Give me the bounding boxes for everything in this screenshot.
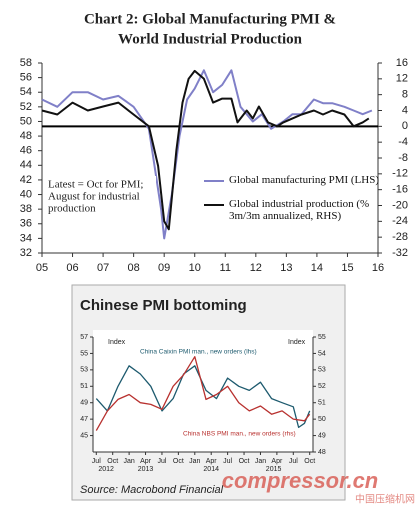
x-tick-label: 13 — [280, 262, 292, 274]
y-tick-label: 38 — [20, 203, 32, 215]
y2-tick-label: 54 — [318, 350, 326, 357]
y2-tick-label: 50 — [318, 416, 326, 423]
x-tick-label: 12 — [250, 262, 262, 274]
chart-title: World Industrial Production — [118, 31, 303, 47]
y-tick-label: 52 — [20, 101, 32, 113]
x-tick-label: Jan — [189, 458, 200, 465]
annotation: August for industrial — [48, 191, 140, 203]
series-line — [95, 356, 311, 431]
x-tick-label: 16 — [372, 262, 384, 274]
x-tick-label: Jan — [255, 458, 266, 465]
x-tick-label: 10 — [189, 262, 201, 274]
watermark: 中国压缩机网 — [355, 493, 415, 506]
y2-tick-label: 12 — [396, 73, 408, 85]
y2-tick-label: -12 — [392, 168, 408, 180]
y2-tick-label: -8 — [398, 152, 408, 164]
x-tick-label: Jul — [223, 458, 232, 465]
legend-label: Global industrial production (% 3m/3m an… — [229, 198, 370, 222]
y-tick-label: 34 — [20, 232, 32, 244]
y-tick-label: 42 — [20, 174, 32, 186]
y2-tick-label: 53 — [318, 367, 326, 374]
y2-tick-label: 49 — [318, 432, 326, 439]
y-tick-label: 46 — [20, 145, 32, 157]
x-tick-label: Apr — [140, 458, 152, 465]
chart-2: 45 47 49 51 53 55 57 48 49 50 51 52 53 54 55 Jul Oct Jan A… — [80, 334, 326, 473]
y2-tick-label: -4 — [398, 136, 408, 148]
x-tick-label: 07 — [97, 262, 109, 274]
y-tick-label: 55 — [80, 350, 88, 357]
y2-tick-label: -28 — [392, 231, 408, 243]
x-tick-label: Apr — [271, 458, 283, 465]
y2-tick-label: 55 — [318, 334, 326, 341]
y2-axis-label: Index — [288, 339, 306, 346]
y2-tick-label: 51 — [318, 400, 326, 407]
y-tick-label: 40 — [20, 188, 32, 200]
x-tick-label: Jul — [157, 458, 166, 465]
y2-tick-label: -24 — [392, 215, 408, 227]
x-tick-label: 09 — [158, 262, 170, 274]
x-tick-label: 14 — [311, 262, 323, 274]
y2-tick-label: 52 — [318, 383, 326, 390]
y-tick-label: 58 — [20, 57, 32, 69]
source: Source: Macrobond Financial — [80, 484, 224, 496]
chart-title: Chart 2: Global Manufacturing PMI & — [84, 11, 336, 27]
x-tick-label: Oct — [304, 458, 315, 465]
y-axis-label: Index — [108, 339, 126, 346]
watermark: compressor.cn — [222, 468, 379, 493]
series-line — [41, 69, 373, 240]
legend-label: Global manufacturing PMI (LHS) — [229, 174, 379, 186]
x-tick-label: Jan — [123, 458, 134, 465]
x-year-label: 2014 — [203, 466, 219, 473]
x-year-label: 2012 — [98, 466, 114, 473]
series-line — [41, 69, 370, 231]
y-tick-label: 51 — [80, 383, 88, 390]
y-tick-label: 57 — [80, 334, 88, 341]
y2-tick-label: 0 — [402, 120, 408, 132]
y2-tick-label: -32 — [392, 247, 408, 259]
annotation-background — [44, 176, 156, 216]
y-tick-label: 53 — [80, 367, 88, 374]
y-tick-label: 47 — [80, 416, 88, 423]
y-tick-label: 49 — [80, 400, 88, 407]
series-label: China Caixin PMI man., new orders (lhs) — [140, 349, 257, 356]
y-tick-label: 50 — [20, 115, 32, 127]
annotation: production — [48, 203, 96, 215]
x-tick-label: 05 — [36, 262, 48, 274]
x-tick-label: Apr — [206, 458, 218, 465]
x-tick-label: Oct — [173, 458, 184, 465]
y-tick-label: 32 — [20, 247, 32, 259]
x-tick-label: 11 — [220, 262, 231, 274]
x-tick-label: 06 — [66, 262, 78, 274]
y2-tick-label: -20 — [392, 199, 408, 211]
x-year-label: 2013 — [138, 466, 154, 473]
legend-entry: Global manufacturing PMI (LHS) — [229, 174, 379, 186]
y-tick-label: 48 — [20, 130, 32, 142]
annotation: Latest = Oct for PMI; — [48, 179, 143, 191]
x-tick-label: Oct — [239, 458, 250, 465]
y2-tick-label: 8 — [402, 89, 408, 101]
y2-tick-label: 16 — [396, 57, 408, 69]
legend-background — [200, 170, 376, 252]
x-tick-label: Jul — [92, 458, 101, 465]
x-tick-label: 08 — [128, 262, 140, 274]
y2-tick-label: 4 — [402, 104, 408, 116]
y-tick-label: 45 — [80, 432, 88, 439]
y-tick-label: 36 — [20, 218, 32, 230]
legend-entry: Global industrial production (% 3m/3m an… — [229, 198, 370, 222]
x-tick-label: Oct — [107, 458, 118, 465]
y2-tick-label: -16 — [392, 184, 408, 196]
series-line — [95, 365, 311, 429]
y-tick-label: 56 — [20, 72, 32, 84]
x-tick-label: Jul — [289, 458, 298, 465]
y-tick-label: 44 — [20, 159, 32, 171]
chart-1: 3234363840424446485052545658-32-28-24-20… — [20, 57, 408, 274]
series-label: China NBS PMI man., new orders (rhs) — [183, 431, 296, 438]
y-tick-label: 54 — [20, 86, 32, 98]
y2-tick-label: 48 — [318, 449, 326, 456]
x-tick-label: 15 — [341, 262, 353, 274]
x-year-label: 2015 — [266, 466, 282, 473]
chart-title: Chinese PMI bottoming — [80, 297, 247, 314]
plot-area — [93, 330, 313, 452]
